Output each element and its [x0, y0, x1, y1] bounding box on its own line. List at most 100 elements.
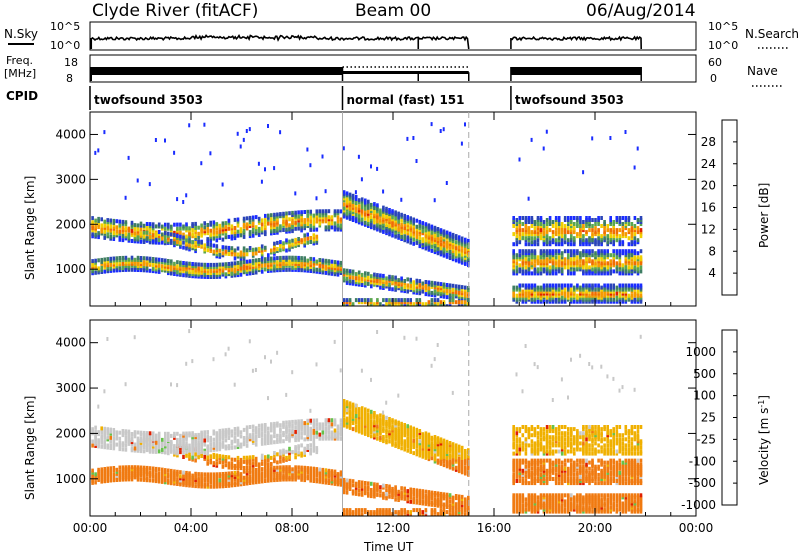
- heatmap-cell: [524, 265, 528, 270]
- heatmap-cell: [230, 475, 234, 480]
- heatmap-cell: [342, 508, 346, 513]
- heatmap-cell: [154, 237, 158, 242]
- heatmap-cell: [354, 414, 358, 418]
- heatmap-cell: [364, 220, 367, 225]
- heatmap-cell: [627, 255, 631, 260]
- heatmap-cell: [179, 474, 182, 479]
- heatmap-cell: [236, 470, 240, 475]
- heatmap-cell: [370, 215, 373, 220]
- colorbar-tick-label: 28: [701, 135, 716, 149]
- heatmap-cell: [464, 295, 467, 300]
- heatmap-cell: [364, 407, 367, 412]
- heatmap-cell: [579, 251, 582, 256]
- heatmap-cell: [109, 224, 112, 229]
- nave-label: Nave: [747, 64, 778, 78]
- heatmap-cell: [254, 428, 258, 433]
- heatmap-cell: [267, 221, 270, 226]
- heatmap-cell: [185, 234, 188, 239]
- heatmap-cell: [306, 217, 309, 222]
- heatmap-cell: [603, 255, 606, 260]
- heatmap-cell: [161, 437, 164, 442]
- heatmap-cell: [360, 508, 364, 513]
- heatmap-cell: [242, 246, 246, 251]
- heatmap-cell: [282, 452, 285, 457]
- heatmap-cell: [194, 268, 197, 273]
- heatmap-cell: [136, 444, 140, 449]
- heatmap-cell: [294, 445, 297, 450]
- heatmap-cell: [357, 270, 361, 275]
- heatmap-cell: [112, 436, 116, 441]
- cpid-segment-2: twofsound 3503: [515, 93, 624, 107]
- heatmap-cell: [179, 234, 182, 239]
- heatmap-cell: [554, 265, 558, 270]
- heatmap-cell: [115, 478, 119, 482]
- heatmap-cell: [364, 429, 367, 434]
- heatmap-cell: [309, 449, 312, 454]
- heatmap-cell: [294, 226, 297, 231]
- heatmap-cell: [100, 426, 103, 431]
- heatmap-cell: [148, 435, 152, 440]
- heatmap-cell: [609, 228, 612, 233]
- heatmap-cell: [560, 222, 564, 226]
- heatmap-cell: [227, 218, 231, 223]
- heatmap-cell: [191, 232, 194, 237]
- heatmap-cell: [157, 431, 161, 436]
- heatmap-cell: [327, 430, 331, 435]
- heatmap-cell: [563, 249, 567, 254]
- heatmap-cell: [548, 236, 552, 241]
- heatmap-cell: [179, 470, 182, 475]
- heatmap-cell: [385, 219, 388, 223]
- heatmap-cell: [639, 255, 643, 260]
- heatmap-cell: [106, 218, 109, 223]
- heatmap-cell: [330, 469, 334, 474]
- heatmap-cell: [139, 449, 143, 454]
- heatmap-cell: [215, 437, 219, 442]
- heatmap-cell: [164, 442, 167, 447]
- heatmap-cell: [124, 255, 128, 260]
- heatmap-cell: [212, 480, 216, 485]
- heatmap-cell: [200, 474, 203, 479]
- heatmap-cell: [433, 281, 437, 286]
- heatmap-cell: [109, 446, 112, 450]
- heatmap-cell: [354, 405, 358, 410]
- heatmap-cell: [142, 230, 146, 235]
- heatmap-cell: [254, 426, 258, 431]
- heatmap-cell: [133, 448, 137, 453]
- heatmap-cell: [270, 424, 273, 429]
- heatmap-cell: [112, 428, 116, 432]
- heatmap-cell: [148, 262, 152, 267]
- heatmap-cell: [315, 234, 319, 239]
- heatmap-cell: [551, 238, 555, 243]
- heatmap-cell: [315, 426, 319, 431]
- heatmap-cell: [224, 434, 228, 439]
- heatmap-cell: [597, 253, 600, 258]
- heatmap-cell: [563, 265, 567, 270]
- heatmap-cell: [257, 423, 261, 428]
- heatmap-cell: [315, 422, 319, 427]
- heatmap-cell: [451, 300, 455, 305]
- heatmap-cell: [203, 478, 206, 483]
- heatmap-cell: [385, 208, 388, 213]
- heatmap-cell: [106, 435, 109, 440]
- heatmap-cell: [409, 277, 412, 282]
- heatmap-cell: [173, 431, 176, 436]
- heatmap-cell: [118, 469, 122, 474]
- heatmap-cell: [157, 222, 161, 227]
- heatmap-cell: [542, 293, 546, 298]
- heatmap-cell: [345, 304, 349, 306]
- heatmap-cell: [524, 249, 528, 254]
- scatter-cell: [264, 167, 266, 172]
- heatmap-cell: [279, 255, 282, 260]
- heatmap-cell: [176, 443, 179, 448]
- heatmap-cell: [215, 484, 219, 489]
- heatmap-cell: [557, 293, 561, 298]
- heatmap-cell: [527, 265, 531, 270]
- heatmap-cell: [173, 235, 176, 240]
- heatmap-cell: [288, 259, 291, 264]
- heatmap-cell: [588, 236, 591, 241]
- heatmap-cell: [194, 228, 197, 232]
- heatmap-cell: [203, 268, 206, 273]
- heatmap-cell: [563, 236, 567, 241]
- heatmap-cell: [533, 220, 537, 224]
- heatmap-cell: [354, 410, 358, 414]
